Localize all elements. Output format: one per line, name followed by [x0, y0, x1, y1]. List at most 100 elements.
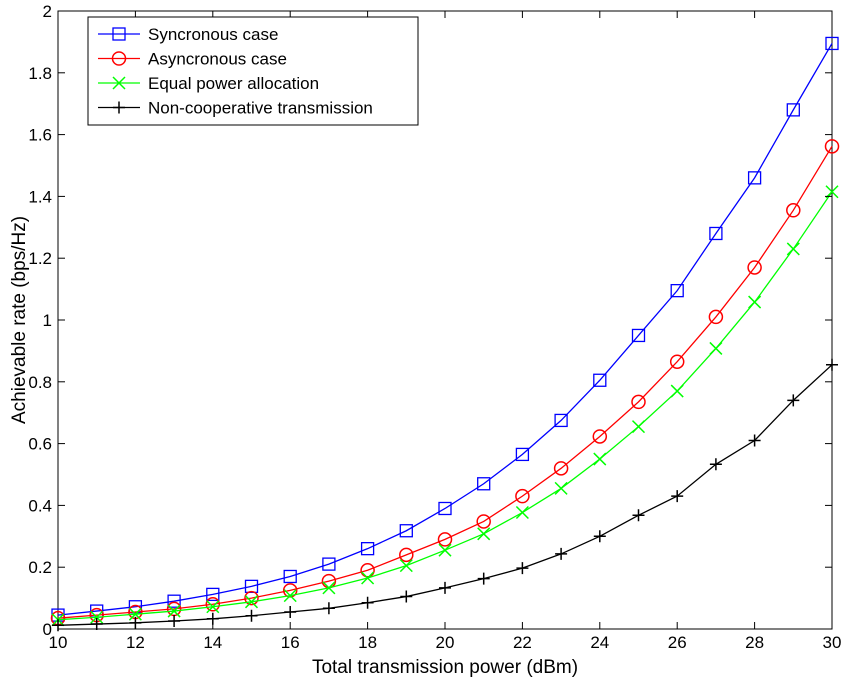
data-point [593, 452, 607, 466]
data-point [669, 354, 685, 369]
x-tick-label: 22 [513, 633, 532, 652]
legend-marker [111, 51, 127, 66]
data-point [515, 505, 529, 520]
x-axis-label: Total transmission power (dBm) [312, 657, 578, 678]
x-tick-label: 14 [203, 633, 222, 652]
series-3 [51, 185, 839, 627]
data-point [399, 524, 413, 538]
data-point [283, 589, 297, 603]
data-point [360, 563, 375, 578]
data-point [128, 607, 142, 621]
legend-marker [113, 101, 125, 114]
legend-label: Syncronous case [148, 25, 278, 44]
data-point [516, 562, 529, 575]
data-point [553, 461, 569, 476]
data-point [206, 600, 220, 614]
data-point [244, 595, 259, 609]
legend-label: Equal power allocation [148, 74, 319, 93]
series-layer [50, 36, 840, 632]
data-point [360, 542, 375, 556]
data-point [322, 557, 336, 571]
data-point [747, 260, 762, 275]
data-point [786, 103, 800, 117]
y-tick-label: 0.6 [28, 435, 52, 454]
data-point [748, 434, 761, 447]
data-point [631, 420, 646, 434]
data-point [167, 604, 181, 618]
legend: Syncronous case Asyncronous case Equal pow… [87, 16, 419, 126]
data-point [205, 597, 221, 612]
data-point [361, 571, 375, 585]
legend-item: Syncronous case [98, 25, 278, 44]
data-point [168, 614, 181, 627]
y-tick-label: 1 [43, 311, 52, 330]
x-tick-label: 12 [126, 633, 145, 652]
x-tick-label: 30 [823, 633, 842, 652]
y-tick-label: 0.2 [28, 558, 52, 577]
y-tick-label: 0 [43, 620, 52, 639]
data-point [825, 185, 839, 199]
data-point [437, 532, 453, 547]
legend-box [87, 16, 419, 126]
data-point [787, 394, 800, 407]
x-tick-label: 24 [590, 633, 609, 652]
series-line [57, 43, 833, 616]
data-point [284, 606, 297, 619]
legend-marker [112, 76, 126, 90]
data-point [671, 490, 684, 503]
data-point [632, 509, 645, 522]
data-point [515, 447, 530, 462]
data-point [748, 295, 762, 309]
data-point [786, 203, 801, 218]
data-point [282, 583, 298, 598]
data-point [438, 543, 452, 557]
data-point [439, 581, 451, 594]
x-tick-label: 10 [49, 633, 68, 652]
x-tick-label: 20 [436, 633, 455, 652]
legend-label: Non-cooperative transmission [148, 99, 373, 118]
data-point [631, 394, 646, 410]
data-point [593, 373, 607, 387]
y-tick-label: 1.4 [28, 187, 52, 206]
data-point [554, 413, 568, 428]
data-point [322, 581, 336, 595]
data-point [477, 527, 491, 541]
x-tick-label: 18 [358, 633, 377, 652]
legend-label: Asyncronous case [148, 50, 287, 69]
data-point [554, 481, 568, 495]
data-point [670, 384, 684, 398]
data-point [709, 341, 723, 355]
data-point [555, 547, 568, 560]
y-tick-label: 2 [43, 2, 52, 21]
data-point [283, 569, 297, 584]
data-point [361, 596, 374, 609]
data-point [322, 602, 335, 615]
y-axis-label: Achievable rate (bps/Hz) [9, 216, 30, 424]
legend-item: Non-cooperative transmission [98, 99, 373, 118]
data-point [786, 242, 800, 256]
data-point [709, 458, 722, 471]
data-point [824, 139, 840, 154]
tick-layer: 10 12 14 16 18 20 22 24 26 28 30 0 0.2 0.4 0.6 0.8 1 1.2 1… [28, 2, 841, 652]
y-tick-label: 1.8 [28, 64, 52, 83]
data-point [592, 429, 608, 444]
data-point [128, 600, 143, 614]
data-point [244, 579, 259, 594]
data-point [400, 590, 413, 603]
legend-marker [112, 27, 126, 41]
y-tick-label: 1.2 [28, 249, 52, 268]
data-point [399, 547, 414, 563]
data-point [477, 572, 490, 585]
series-line [57, 146, 833, 619]
x-tick-label: 28 [745, 633, 764, 652]
data-point [90, 610, 104, 624]
data-point [515, 488, 530, 504]
data-point [631, 328, 646, 343]
data-point [167, 594, 181, 608]
series-4 [52, 358, 838, 632]
series-1 [51, 36, 839, 622]
data-point [747, 171, 762, 185]
legend-item: Asyncronous case [98, 50, 287, 69]
data-point [476, 514, 491, 529]
